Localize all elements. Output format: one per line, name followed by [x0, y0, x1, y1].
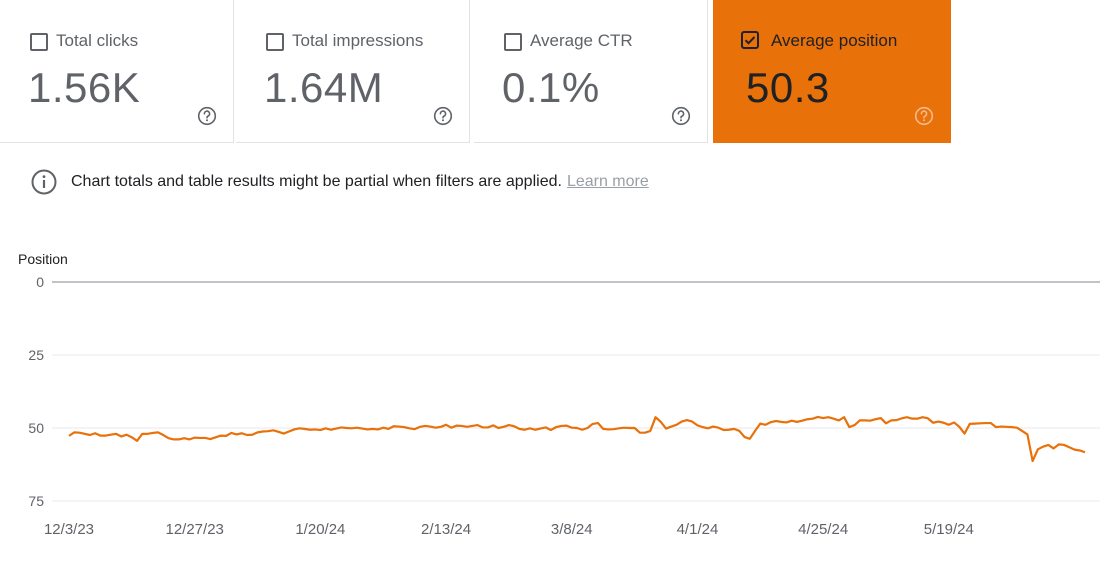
x-axis-ticks: 12/3/23 12/27/23 1/20/24 2/13/24 3/8/24 4/1/2… [44, 521, 974, 538]
x-tick-label: 4/1/24 [677, 521, 719, 538]
y-tick-label: 0 [36, 274, 44, 290]
checkbox-average-ctr[interactable] [504, 33, 522, 51]
chart-gridlines [52, 281, 1100, 502]
help-icon[interactable] [914, 106, 934, 126]
x-tick-label: 3/8/24 [551, 521, 593, 538]
help-icon[interactable] [197, 106, 217, 126]
metric-label: Total impressions [292, 31, 424, 50]
checkbox-total-impressions[interactable] [266, 33, 284, 51]
x-tick-label: 12/27/23 [165, 521, 223, 538]
metric-label: Average position [771, 31, 898, 50]
metric-cards: Total clicks 1.56K Total impressions 1.6… [0, 0, 1120, 144]
notice-message: Chart totals and table results might be … [71, 173, 562, 190]
metric-value: 0.1% [502, 64, 600, 111]
learn-more-link[interactable]: Learn more [566, 173, 649, 190]
help-icon[interactable] [433, 106, 453, 126]
x-tick-label: 1/20/24 [295, 521, 345, 538]
help-icon[interactable] [671, 106, 691, 126]
metric-card-average-ctr[interactable]: Average CTR 0.1% [474, 0, 708, 143]
y-tick-label: 75 [28, 493, 44, 509]
metric-value: 1.64M [264, 64, 384, 111]
metric-card-average-position[interactable]: Average position 50.3 [713, 0, 951, 143]
y-tick-label: 50 [28, 420, 44, 436]
x-tick-label: 5/19/24 [924, 521, 974, 538]
info-icon [31, 169, 57, 195]
position-series-line [68, 415, 1086, 463]
partial-data-notice: Chart totals and table results might be … [30, 168, 649, 196]
x-tick-label: 4/25/24 [798, 521, 848, 538]
y-axis-ticks: 0 25 50 75 [28, 274, 44, 509]
position-line-chart: Position 0 25 50 75 12/3/23 12/27/23 1/20/24 2… [18, 251, 1100, 538]
x-tick-label: 12/3/23 [44, 521, 94, 538]
metric-card-total-clicks[interactable]: Total clicks 1.56K [0, 0, 234, 143]
checkbox-average-position[interactable] [741, 31, 759, 49]
checkbox-total-clicks[interactable] [30, 33, 48, 51]
y-tick-label: 25 [28, 347, 44, 363]
x-tick-label: 2/13/24 [421, 521, 471, 538]
metric-value: 1.56K [28, 64, 141, 111]
metric-value: 50.3 [746, 64, 830, 111]
y-axis-label: Position [18, 251, 68, 267]
metric-card-total-impressions[interactable]: Total impressions 1.64M [236, 0, 470, 143]
metric-label: Average CTR [530, 31, 633, 50]
metric-label: Total clicks [56, 31, 139, 50]
